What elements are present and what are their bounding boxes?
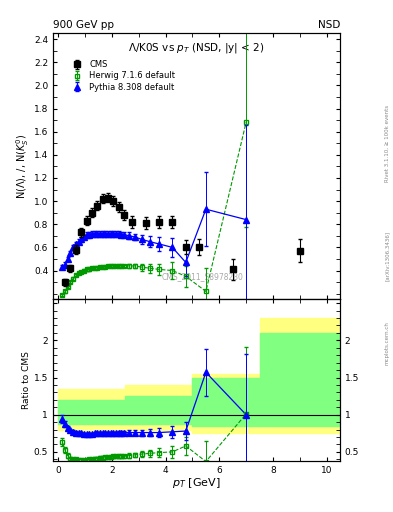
Y-axis label: Ratio to CMS: Ratio to CMS — [22, 351, 31, 409]
Text: NSD: NSD — [318, 19, 340, 30]
Y-axis label: N($\Lambda$), /, N($K^{0}_{S}$): N($\Lambda$), /, N($K^{0}_{S}$) — [14, 134, 31, 199]
Text: mcplots.cern.ch: mcplots.cern.ch — [385, 321, 389, 365]
Text: [arXiv:1306.3436]: [arXiv:1306.3436] — [385, 231, 389, 281]
Legend: CMS, Herwig 7.1.6 default, Pythia 8.308 default: CMS, Herwig 7.1.6 default, Pythia 8.308 … — [66, 59, 177, 93]
Text: 900 GeV pp: 900 GeV pp — [53, 19, 114, 30]
Text: CMS_2011_S8978280: CMS_2011_S8978280 — [161, 272, 243, 281]
X-axis label: $p_T$ [GeV]: $p_T$ [GeV] — [172, 476, 221, 490]
Text: Rivet 3.1.10, ≥ 100k events: Rivet 3.1.10, ≥ 100k events — [385, 105, 389, 182]
Text: $\Lambda$/K0S vs $p_T$ (NSD, |y| < 2): $\Lambda$/K0S vs $p_T$ (NSD, |y| < 2) — [128, 41, 265, 55]
